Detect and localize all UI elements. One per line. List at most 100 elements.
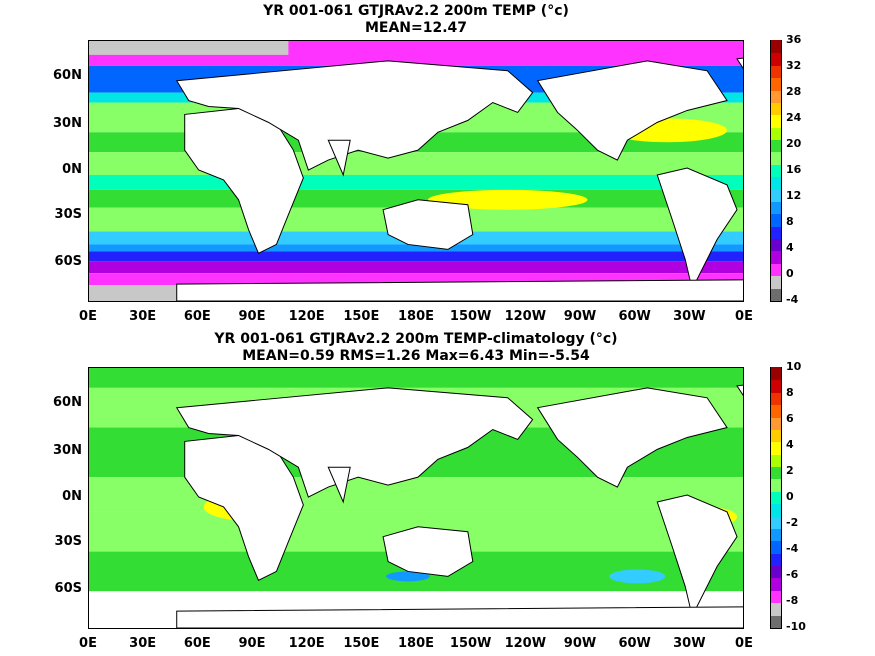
colorbar-tick-label: 8 bbox=[786, 215, 794, 228]
colorbar-swatch bbox=[771, 602, 781, 616]
colorbar-tick-label: 6 bbox=[786, 412, 794, 425]
land-outline bbox=[656, 494, 738, 618]
cold-anomaly bbox=[386, 571, 430, 582]
colorbar-tick-label: -4 bbox=[786, 542, 799, 555]
colorbar-tick-label: 12 bbox=[786, 189, 802, 202]
colorbar-swatch bbox=[771, 392, 781, 406]
colorbar-tick-label: 10 bbox=[786, 360, 802, 373]
y-tick-label: 0N bbox=[62, 162, 82, 177]
land-outline bbox=[175, 387, 534, 498]
colorbar-tick-label: 2 bbox=[786, 464, 794, 477]
colorbar-tick-label: 4 bbox=[786, 241, 794, 254]
panel2-colorbar bbox=[770, 367, 782, 629]
y-tick-label: 30N bbox=[53, 443, 82, 458]
x-tick-label: 120W bbox=[504, 636, 547, 651]
field-band bbox=[89, 174, 743, 190]
colorbar-swatch bbox=[771, 590, 781, 604]
colorbar-swatch bbox=[771, 226, 781, 240]
colorbar-tick-label: 16 bbox=[786, 163, 802, 176]
x-tick-label: 60E bbox=[183, 636, 211, 651]
sea-ice-band bbox=[89, 41, 289, 55]
colorbar-swatch bbox=[771, 441, 781, 455]
panel1-title: YR 001-061 GTJRAv2.2 200m TEMP (°c) bbox=[263, 3, 569, 19]
land-outline bbox=[382, 526, 474, 577]
field-band bbox=[89, 251, 743, 262]
colorbar-tick-label: 8 bbox=[786, 386, 794, 399]
x-tick-label: 30W bbox=[673, 636, 706, 651]
colorbar-swatch bbox=[771, 416, 781, 430]
panel2-map bbox=[88, 367, 744, 629]
y-tick-label: 30S bbox=[54, 207, 82, 222]
panel1-subtitle: MEAN=12.47 bbox=[364, 20, 468, 36]
colorbar-swatch bbox=[771, 503, 781, 517]
colorbar-tick-label: -4 bbox=[786, 293, 799, 306]
x-tick-label: 150W bbox=[449, 636, 492, 651]
colorbar-swatch bbox=[771, 275, 781, 289]
y-tick-label: 60N bbox=[53, 395, 82, 410]
x-tick-label: 0E bbox=[735, 309, 753, 324]
field-band bbox=[89, 477, 743, 512]
colorbar-swatch bbox=[771, 201, 781, 215]
colorbar-tick-label: 36 bbox=[786, 33, 802, 46]
colorbar-swatch bbox=[771, 540, 781, 554]
panel1-colorbar bbox=[770, 40, 782, 302]
panel2-subtitle: MEAN=0.59 RMS=1.26 Max=6.43 Min=-5.54 bbox=[242, 348, 590, 364]
colorbar-swatch bbox=[771, 379, 781, 393]
x-tick-label: 0E bbox=[79, 309, 97, 324]
x-tick-label: 60W bbox=[618, 309, 651, 324]
land-outline bbox=[736, 57, 743, 69]
x-tick-label: 90E bbox=[238, 636, 266, 651]
x-tick-label: 150E bbox=[343, 636, 380, 651]
colorbar-swatch bbox=[771, 89, 781, 103]
colorbar-tick-label: 32 bbox=[786, 59, 802, 72]
colorbar-swatch bbox=[771, 491, 781, 505]
land-outline bbox=[656, 167, 738, 291]
x-tick-label: 180E bbox=[397, 636, 435, 651]
colorbar-swatch bbox=[771, 213, 781, 227]
colorbar-swatch bbox=[771, 139, 781, 153]
colorbar-swatch bbox=[771, 52, 781, 66]
land-outline bbox=[382, 199, 474, 250]
colorbar-swatch bbox=[771, 238, 781, 252]
colorbar-swatch bbox=[771, 127, 781, 141]
colorbar-swatch bbox=[771, 77, 781, 91]
x-tick-label: 120E bbox=[288, 309, 325, 324]
x-tick-label: 180E bbox=[397, 309, 435, 324]
land-outline bbox=[736, 384, 743, 396]
colorbar-swatch bbox=[771, 553, 781, 567]
land-outline bbox=[327, 466, 351, 504]
y-tick-label: 60S bbox=[54, 581, 82, 596]
y-tick-label: 60N bbox=[53, 68, 82, 83]
colorbar-tick-label: -8 bbox=[786, 594, 799, 607]
colorbar-tick-label: -10 bbox=[786, 620, 806, 633]
panel2-title: YR 001-061 GTJRAv2.2 200m TEMP-climatolo… bbox=[214, 331, 618, 347]
colorbar-tick-label: 4 bbox=[786, 438, 794, 451]
y-tick-label: 30S bbox=[54, 534, 82, 549]
field-band bbox=[89, 273, 743, 286]
colorbar-tick-label: 28 bbox=[786, 85, 802, 98]
x-tick-label: 0E bbox=[79, 636, 97, 651]
field-band bbox=[89, 261, 743, 274]
colorbar-swatch bbox=[771, 528, 781, 542]
y-tick-label: 60S bbox=[54, 254, 82, 269]
colorbar-tick-label: 0 bbox=[786, 267, 794, 280]
colorbar-swatch bbox=[771, 102, 781, 116]
x-tick-label: 30E bbox=[129, 309, 157, 324]
x-tick-label: 30W bbox=[673, 309, 706, 324]
map-canvas bbox=[89, 41, 743, 301]
colorbar-swatch bbox=[771, 176, 781, 190]
x-tick-label: 60E bbox=[183, 309, 211, 324]
land-outline bbox=[176, 606, 743, 628]
colorbar-swatch bbox=[771, 478, 781, 492]
colorbar-swatch bbox=[771, 404, 781, 418]
field-band bbox=[89, 368, 743, 388]
y-tick-label: 30N bbox=[53, 116, 82, 131]
x-tick-label: 30E bbox=[129, 636, 157, 651]
land-outline bbox=[536, 60, 728, 161]
field-band bbox=[89, 152, 743, 175]
cold-anomaly bbox=[609, 569, 666, 584]
colorbar-swatch bbox=[771, 367, 781, 381]
colorbar-tick-label: 0 bbox=[786, 490, 794, 503]
colorbar-swatch bbox=[771, 65, 781, 79]
map-canvas bbox=[89, 368, 743, 628]
